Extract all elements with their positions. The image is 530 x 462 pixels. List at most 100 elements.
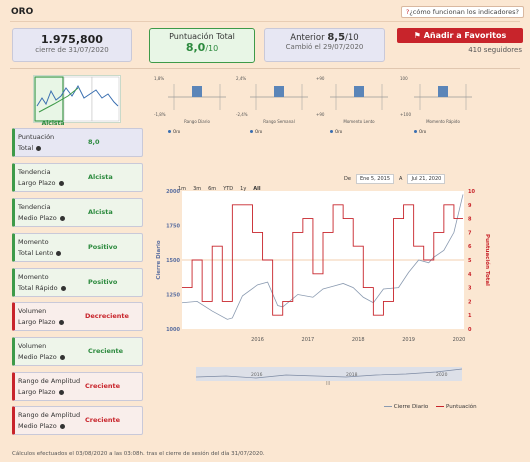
info-icon[interactable] xyxy=(58,319,64,325)
indicator-line1: Momento xyxy=(18,238,49,246)
chart-legend: Cierre Diario Puntuación xyxy=(384,404,477,410)
y2-tick-label: 4 xyxy=(468,272,472,278)
indicator-value: Creciente xyxy=(88,347,124,355)
range-button[interactable]: 1m xyxy=(178,186,187,192)
indicator-value: Alcista xyxy=(88,208,113,216)
indicator-name: Rango de Amplitud Medio Plazo xyxy=(18,410,80,432)
indicator-line2: Medio Plazo xyxy=(18,422,57,430)
indicator-line1: Rango de Amplitud xyxy=(18,411,81,419)
indicator-card[interactable]: Puntuación Total 8,0 xyxy=(12,128,143,157)
indicator-card[interactable]: Tendencia Largo Plazo Alcista xyxy=(12,163,143,192)
legend-close[interactable]: Cierre Diario xyxy=(384,404,428,410)
navigator-tick-label: 2016 xyxy=(251,372,263,378)
indicator-name: Momento Total Rápido xyxy=(18,272,66,294)
header-divider xyxy=(10,21,520,22)
indicator-name: Puntuación Total xyxy=(18,132,54,154)
y2-axis-label: Puntuación Total xyxy=(484,234,491,286)
indicator-line2: Medio Plazo xyxy=(18,353,57,361)
mini-chart-svg xyxy=(414,84,472,110)
mini-chart: 2,4% -2,4% Rango Semanal Oro xyxy=(236,76,312,138)
indicator-name: Volumen Largo Plazo xyxy=(18,306,64,328)
indicator-value: Creciente xyxy=(85,382,121,390)
add-favorite-button[interactable]: ⚑ Añadir a Favoritos xyxy=(397,28,523,43)
previous-change-date: Cambió el 29/07/2020 xyxy=(285,43,364,51)
previous-denominator: /10 xyxy=(345,33,359,43)
y-tick-label: 1500 xyxy=(166,258,180,264)
mini-chart-title: Rango Semanal xyxy=(263,119,295,124)
help-link-label: ¿cómo funcionan los indicadores? xyxy=(409,8,519,16)
indicator-line1: Volumen xyxy=(18,342,47,350)
date-from-label: De xyxy=(344,176,351,182)
legend-close-label: Cierre Diario xyxy=(393,404,429,410)
score-label: Puntuación Total xyxy=(169,32,235,41)
date-to-label: A xyxy=(399,176,403,182)
main-chart: 1000 1250 1500 1750 2000 0 1 2 3 4 5 6 7 8 9 10 2016 2017… xyxy=(156,189,491,343)
mini-chart-legend[interactable]: Oro xyxy=(330,129,342,134)
indicator-card[interactable]: Tendencia Medio Plazo Alcista xyxy=(12,198,143,227)
chart-navigator[interactable]: 2016 2018 2020 ||| xyxy=(196,367,462,385)
bookmark-icon: ⚑ xyxy=(413,31,421,40)
mini-chart-top-tick: 2,4% xyxy=(236,76,247,81)
range-button[interactable]: 3m xyxy=(193,186,202,192)
y2-tick-label: 0 xyxy=(468,327,472,333)
info-icon[interactable] xyxy=(58,389,64,395)
previous-score-card: Anterior 8,5/10 Cambió el 29/07/2020 xyxy=(264,28,385,62)
gauge-label: Alcista xyxy=(41,120,65,127)
info-icon[interactable] xyxy=(56,250,62,256)
info-icon[interactable] xyxy=(59,423,65,429)
mini-chart-bottom-tick: +90 xyxy=(316,112,325,117)
y2-tick-label: 7 xyxy=(468,230,472,236)
y2-tick-label: 9 xyxy=(468,203,472,209)
help-link[interactable]: ?¿cómo funcionan los indicadores? xyxy=(400,6,524,18)
legend-score[interactable]: Puntuación xyxy=(436,404,477,410)
footer-note: Cálculos efectuados el 03/08/2020 a las … xyxy=(12,451,265,457)
previous-label: Anterior xyxy=(290,33,325,43)
legend-dot-icon xyxy=(168,130,171,133)
mini-chart-bottom-tick: -2,4% xyxy=(236,112,248,117)
info-icon[interactable] xyxy=(36,145,42,151)
mini-chart-title: Rango Diario xyxy=(184,119,210,124)
indicator-card[interactable]: Rango de Amplitud Largo Plazo Creciente xyxy=(12,372,143,401)
indicator-line1: Tendencia xyxy=(18,203,51,211)
mini-chart-legend[interactable]: Oro xyxy=(168,129,180,134)
add-favorite-label: Añadir a Favoritos xyxy=(423,31,507,40)
info-icon[interactable] xyxy=(59,215,65,221)
mini-chart-svg xyxy=(168,84,226,110)
y2-tick-label: 2 xyxy=(468,299,472,305)
date-from-input[interactable]: Ene 5, 2015 xyxy=(355,174,395,184)
range-button[interactable]: YTD xyxy=(223,186,234,192)
indicator-card[interactable]: Volumen Largo Plazo Decreciente xyxy=(12,302,143,331)
mini-chart-legend[interactable]: Oro xyxy=(250,129,262,134)
navigator-background xyxy=(196,367,462,381)
indicator-line2: Largo Plazo xyxy=(18,318,56,326)
indicator-line2: Total xyxy=(18,144,34,152)
indicator-card[interactable]: Volumen Medio Plazo Creciente xyxy=(12,337,143,366)
indicator-card[interactable]: Rango de Amplitud Medio Plazo Creciente xyxy=(12,406,143,435)
x-tick-label: 2018 xyxy=(352,337,365,343)
mini-chart-legend[interactable]: Oro xyxy=(414,129,426,134)
score-value: 8,0 xyxy=(185,41,206,54)
indicator-name: Rango de Amplitud Largo Plazo xyxy=(18,376,80,398)
navigator-handle: ||| xyxy=(326,381,330,386)
indicator-card[interactable]: Momento Total Rápido Positivo xyxy=(12,268,143,297)
indicator-line1: Volumen xyxy=(18,307,47,315)
y-tick-label: 1000 xyxy=(166,327,180,333)
indicator-card[interactable]: Momento Total Lento Positivo xyxy=(12,233,143,262)
date-to-input[interactable]: Jul 21, 2020 xyxy=(407,174,446,184)
y2-tick-label: 5 xyxy=(468,258,472,264)
indicator-name: Volumen Medio Plazo xyxy=(18,341,65,363)
legend-score-label: Puntuación xyxy=(445,404,477,410)
range-button[interactable]: All xyxy=(253,186,261,192)
info-icon[interactable] xyxy=(59,354,65,360)
mini-chart-legend-label: Oro xyxy=(335,129,343,134)
x-tick-label: 2019 xyxy=(402,337,415,343)
indicator-line2: Total Rápido xyxy=(18,284,58,292)
info-icon[interactable] xyxy=(60,285,66,291)
range-button[interactable]: 1y xyxy=(240,186,247,192)
mini-chart-top-tick: +90 xyxy=(316,76,325,81)
indicator-line2: Largo Plazo xyxy=(18,179,56,187)
mini-chart-bottom-tick: -1,8% xyxy=(154,112,166,117)
info-icon[interactable] xyxy=(58,180,64,186)
range-button[interactable]: 6m xyxy=(208,186,217,192)
mini-chart-svg xyxy=(330,84,388,110)
